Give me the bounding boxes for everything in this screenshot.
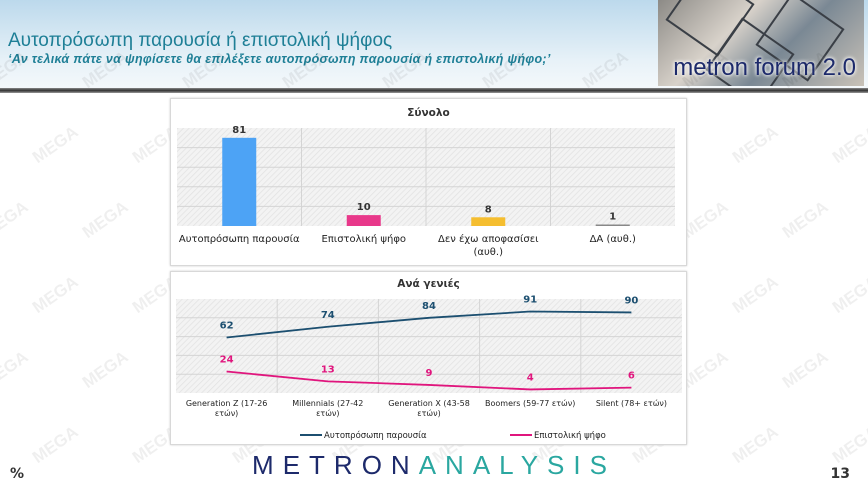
question-subtitle: ‘Αν τελικά πάτε να ψηφίσετε θα επιλέξετε… [8,52,551,66]
metron-analysis-logo: METRONANALYSIS [0,450,868,481]
category-label: Generation X (43-58 [388,399,470,408]
data-label: 91 [523,295,537,306]
category-label: Boomers (59-77 ετών) [485,398,575,408]
series-line [226,310,632,339]
category-label: ετών) [316,408,339,418]
data-label: 1 [609,212,616,223]
data-label: 4 [527,372,534,383]
data-label: 90 [624,295,638,306]
data-label: 13 [321,364,335,375]
category-label: Δεν έχω αποφασίσει [438,233,539,245]
bar [346,215,381,226]
series-line [226,370,632,391]
brand-metron: METRON [252,450,419,480]
category-label: ετών) [215,408,238,418]
data-label: 84 [422,301,436,312]
data-label: 74 [321,310,335,321]
bar [222,137,257,226]
metron-forum-logo: metron forum 2.0 [658,0,864,86]
data-label: 6 [628,371,635,382]
category-label: Millennials (27-42 [292,399,363,408]
legend-label: Αυτοπρόσωπη παρουσία [324,430,427,441]
data-label: 8 [485,204,492,215]
page-number: 13 [830,466,850,482]
category-label: Generation Z (17-26 [186,399,268,408]
data-label: 62 [220,320,234,331]
data-label: 81 [232,125,246,136]
category-label: Επιστολική ψήφο [321,233,406,245]
total-chart-title: Σύνολο [407,107,450,119]
header-divider [0,88,868,93]
category-label: ετών) [417,408,440,418]
generations-chart-title: Ανά γενιές [397,278,460,290]
plot-area [176,299,682,393]
unit-label: % [10,466,25,482]
legend-label: Επιστολική ψήφο [534,431,606,441]
category-label: (αυθ.) [474,247,504,258]
brand-analysis: ANALYSIS [418,450,616,480]
bar [595,224,630,226]
bar [471,217,506,226]
data-label: 24 [220,355,234,366]
logo-text: metron forum 2.0 [673,54,856,81]
category-label: Αυτοπρόσωπη παρουσία [179,233,300,245]
category-label: ΔΑ (αυθ.) [590,234,636,245]
category-label: Silent (78+ ετών) [596,398,667,408]
data-label: 10 [357,202,371,213]
header-banner: Αυτοπρόσωπη παρουσία ή επιστολική ψήφος … [0,0,868,88]
page-title: Αυτοπρόσωπη παρουσία ή επιστολική ψήφος [8,30,393,51]
data-label: 9 [426,368,433,379]
